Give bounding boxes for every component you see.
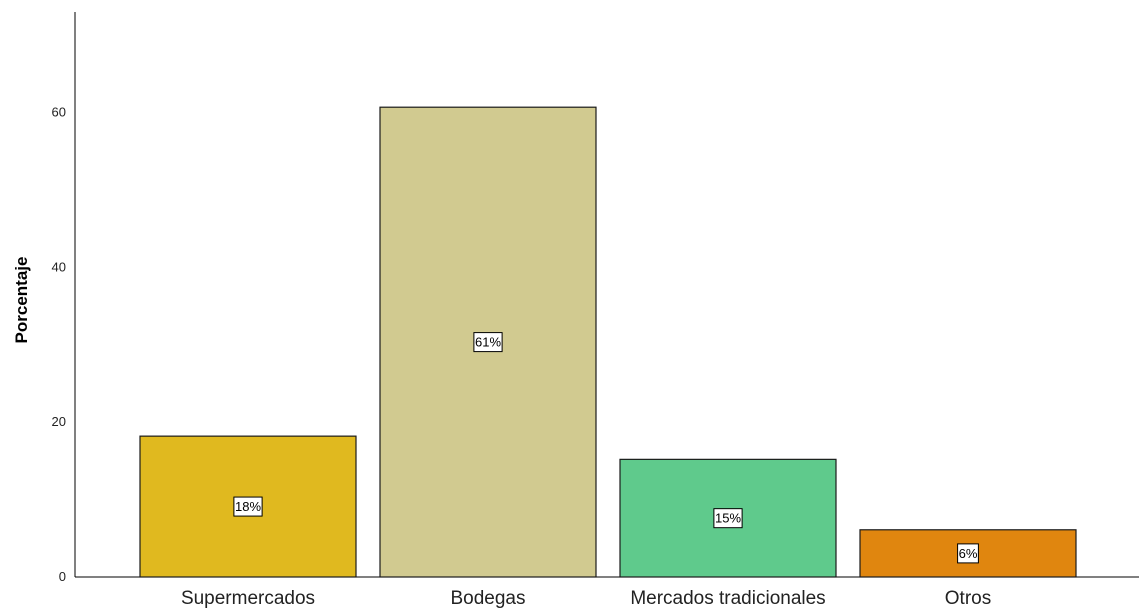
category-label: Supermercados [181, 588, 315, 609]
data-label: 61% [475, 335, 501, 350]
category-label: Mercados tradicionales [630, 588, 825, 609]
y-tick-label: 20 [52, 414, 66, 429]
y-tick-labels: 0 20 40 60 [52, 105, 66, 584]
data-label: 15% [715, 511, 741, 526]
category-labels: Supermercados Bodegas Mercados tradicional… [181, 588, 991, 609]
y-tick-label: 60 [52, 105, 66, 120]
data-label-box [713, 508, 743, 529]
data-label: 6% [959, 546, 978, 561]
y-tick-label: 0 [59, 569, 66, 584]
category-label: Otros [945, 588, 991, 609]
data-label-box [957, 543, 979, 564]
y-tick-label: 40 [52, 259, 66, 274]
category-label: Bodegas [450, 588, 525, 609]
data-label-box [473, 332, 503, 353]
data-label: 18% [235, 499, 261, 514]
y-axis-title: Porcentaje [12, 257, 31, 344]
data-label-box [233, 496, 263, 517]
bars: 18% 61% 15% 6% [139, 106, 1077, 578]
